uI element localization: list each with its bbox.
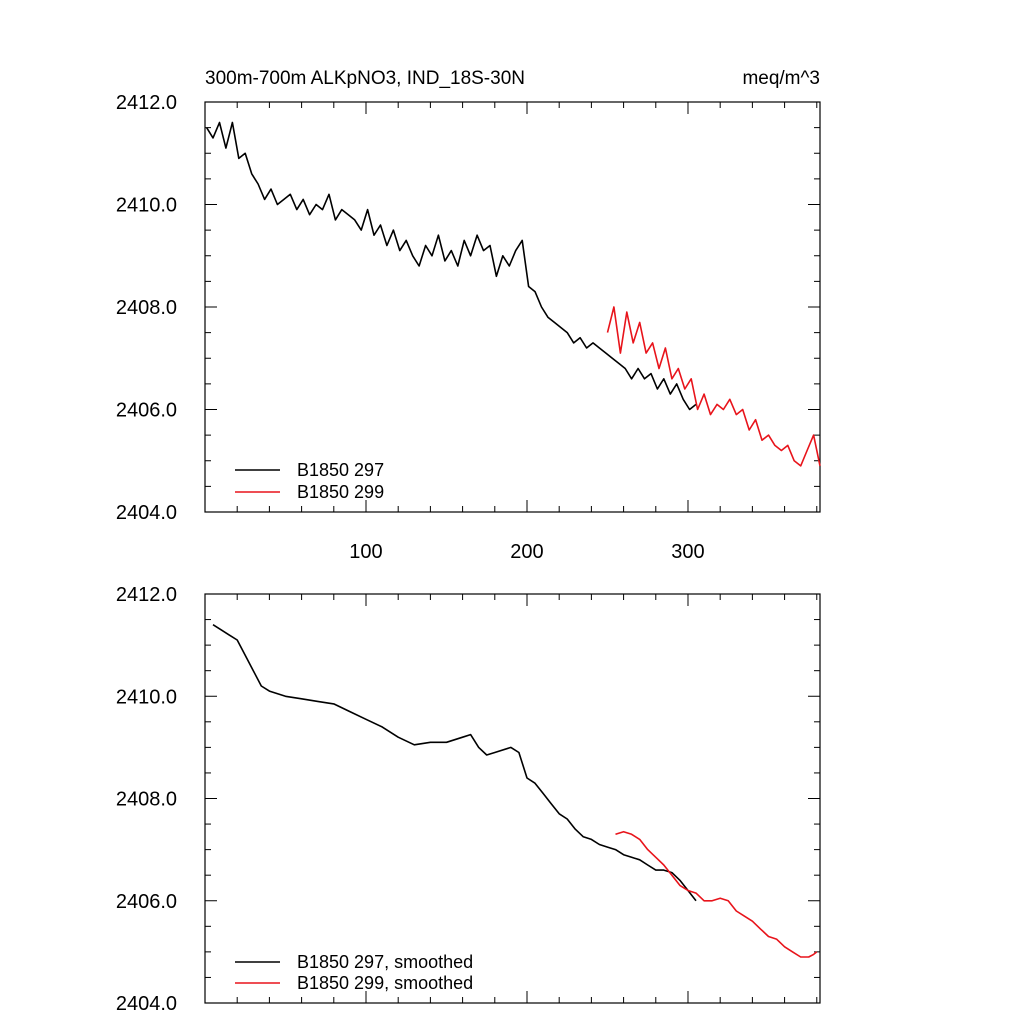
top-panel: 2404.0 2406.0 2408.0 2410.0 2412.0 100 200 300 B… (116, 92, 821, 563)
legend-label: B1850 297, smoothed (297, 952, 473, 972)
y-tick-label: 2410.0 (116, 686, 177, 708)
y-tick-label: 2408.0 (116, 789, 177, 811)
series-line-b1850-297 (205, 121, 697, 411)
y-tick-label: 2412.0 (116, 584, 177, 606)
y-tick-label: 2406.0 (116, 400, 177, 422)
figure-title: 300m-700m ALKpNO3, IND_18S-30N (205, 68, 525, 89)
series-line-b1850-299-smoothed (615, 830, 818, 958)
legend-label: B1850 299, smoothed (297, 973, 473, 993)
series-line-b1850-299 (606, 306, 821, 467)
figure-units: meq/m^3 (742, 68, 820, 89)
y-tick-label: 2404.0 (116, 502, 177, 524)
x-tick-label: 200 (510, 541, 543, 563)
y-tick-label: 2406.0 (116, 891, 177, 913)
plot-frame (204, 101, 821, 513)
y-tick-label: 2404.0 (116, 993, 177, 1015)
legend-label: B1850 299 (297, 482, 384, 502)
bottom-panel: 2404.0 2406.0 2408.0 2410.0 2412.0 B1850 297,… (116, 584, 821, 1015)
x-tick-label: 100 (349, 541, 382, 563)
legend-label: B1850 297 (297, 460, 384, 480)
y-tick-label: 2410.0 (116, 195, 177, 217)
x-tick-label: 300 (671, 541, 704, 563)
y-tick-label: 2408.0 (116, 297, 177, 319)
series-line-b1850-297-smoothed (212, 624, 697, 902)
plot-frame (204, 593, 821, 1004)
y-tick-label: 2412.0 (116, 92, 177, 114)
